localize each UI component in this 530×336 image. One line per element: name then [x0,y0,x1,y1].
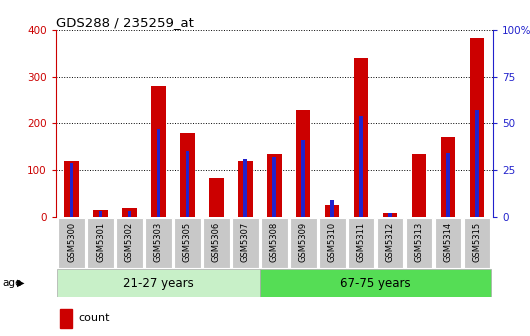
Bar [354,58,368,217]
Text: GSM5307: GSM5307 [241,222,250,262]
Text: GSM5301: GSM5301 [96,222,105,262]
Text: GSM5314: GSM5314 [444,222,453,262]
Bar [128,211,131,217]
Text: GSM5315: GSM5315 [472,222,481,262]
Bar [267,154,281,217]
FancyBboxPatch shape [116,218,143,268]
Bar [272,157,276,217]
Text: GSM5313: GSM5313 [414,222,423,262]
Text: 21-27 years: 21-27 years [123,277,194,290]
Bar [151,86,166,217]
Bar [60,308,72,328]
FancyBboxPatch shape [319,218,346,268]
Text: count: count [78,313,110,323]
FancyBboxPatch shape [260,269,491,297]
Bar [330,200,334,217]
FancyBboxPatch shape [261,218,288,268]
FancyBboxPatch shape [464,218,490,268]
Text: 67-75 years: 67-75 years [340,277,411,290]
Bar [238,161,253,217]
Bar [186,152,189,217]
Text: GSM5310: GSM5310 [328,222,337,262]
Bar [470,38,484,217]
Bar [122,208,137,217]
FancyBboxPatch shape [57,269,260,297]
Bar [156,129,161,217]
Bar [296,111,311,217]
Bar [388,213,392,217]
Text: GSM5305: GSM5305 [183,222,192,262]
Text: GSM5311: GSM5311 [357,222,366,262]
FancyBboxPatch shape [174,218,201,268]
Bar [93,210,108,217]
Bar [209,178,224,217]
Bar [64,161,79,217]
Bar [475,111,479,217]
Bar [69,163,74,217]
Text: GSM5302: GSM5302 [125,222,134,262]
FancyBboxPatch shape [406,218,432,268]
Bar [302,140,305,217]
Text: GSM5303: GSM5303 [154,222,163,262]
FancyBboxPatch shape [435,218,461,268]
Bar [359,116,363,217]
Bar [243,159,247,217]
Bar [99,211,102,217]
Bar [412,154,426,217]
FancyBboxPatch shape [145,218,172,268]
Text: GSM5308: GSM5308 [270,222,279,262]
Bar [446,153,450,217]
Bar [180,133,195,217]
Bar [383,213,398,217]
Text: GSM5300: GSM5300 [67,222,76,262]
FancyBboxPatch shape [377,218,403,268]
FancyBboxPatch shape [232,218,259,268]
Text: GDS288 / 235259_at: GDS288 / 235259_at [56,16,193,29]
Bar [325,205,339,217]
Text: GSM5309: GSM5309 [299,222,308,262]
FancyBboxPatch shape [348,218,375,268]
Text: GSM5312: GSM5312 [386,222,395,262]
Text: age: age [3,278,22,288]
Text: ▶: ▶ [17,278,24,288]
FancyBboxPatch shape [58,218,85,268]
FancyBboxPatch shape [87,218,114,268]
FancyBboxPatch shape [203,218,229,268]
Text: GSM5306: GSM5306 [212,222,221,262]
Bar [441,137,455,217]
FancyBboxPatch shape [290,218,316,268]
